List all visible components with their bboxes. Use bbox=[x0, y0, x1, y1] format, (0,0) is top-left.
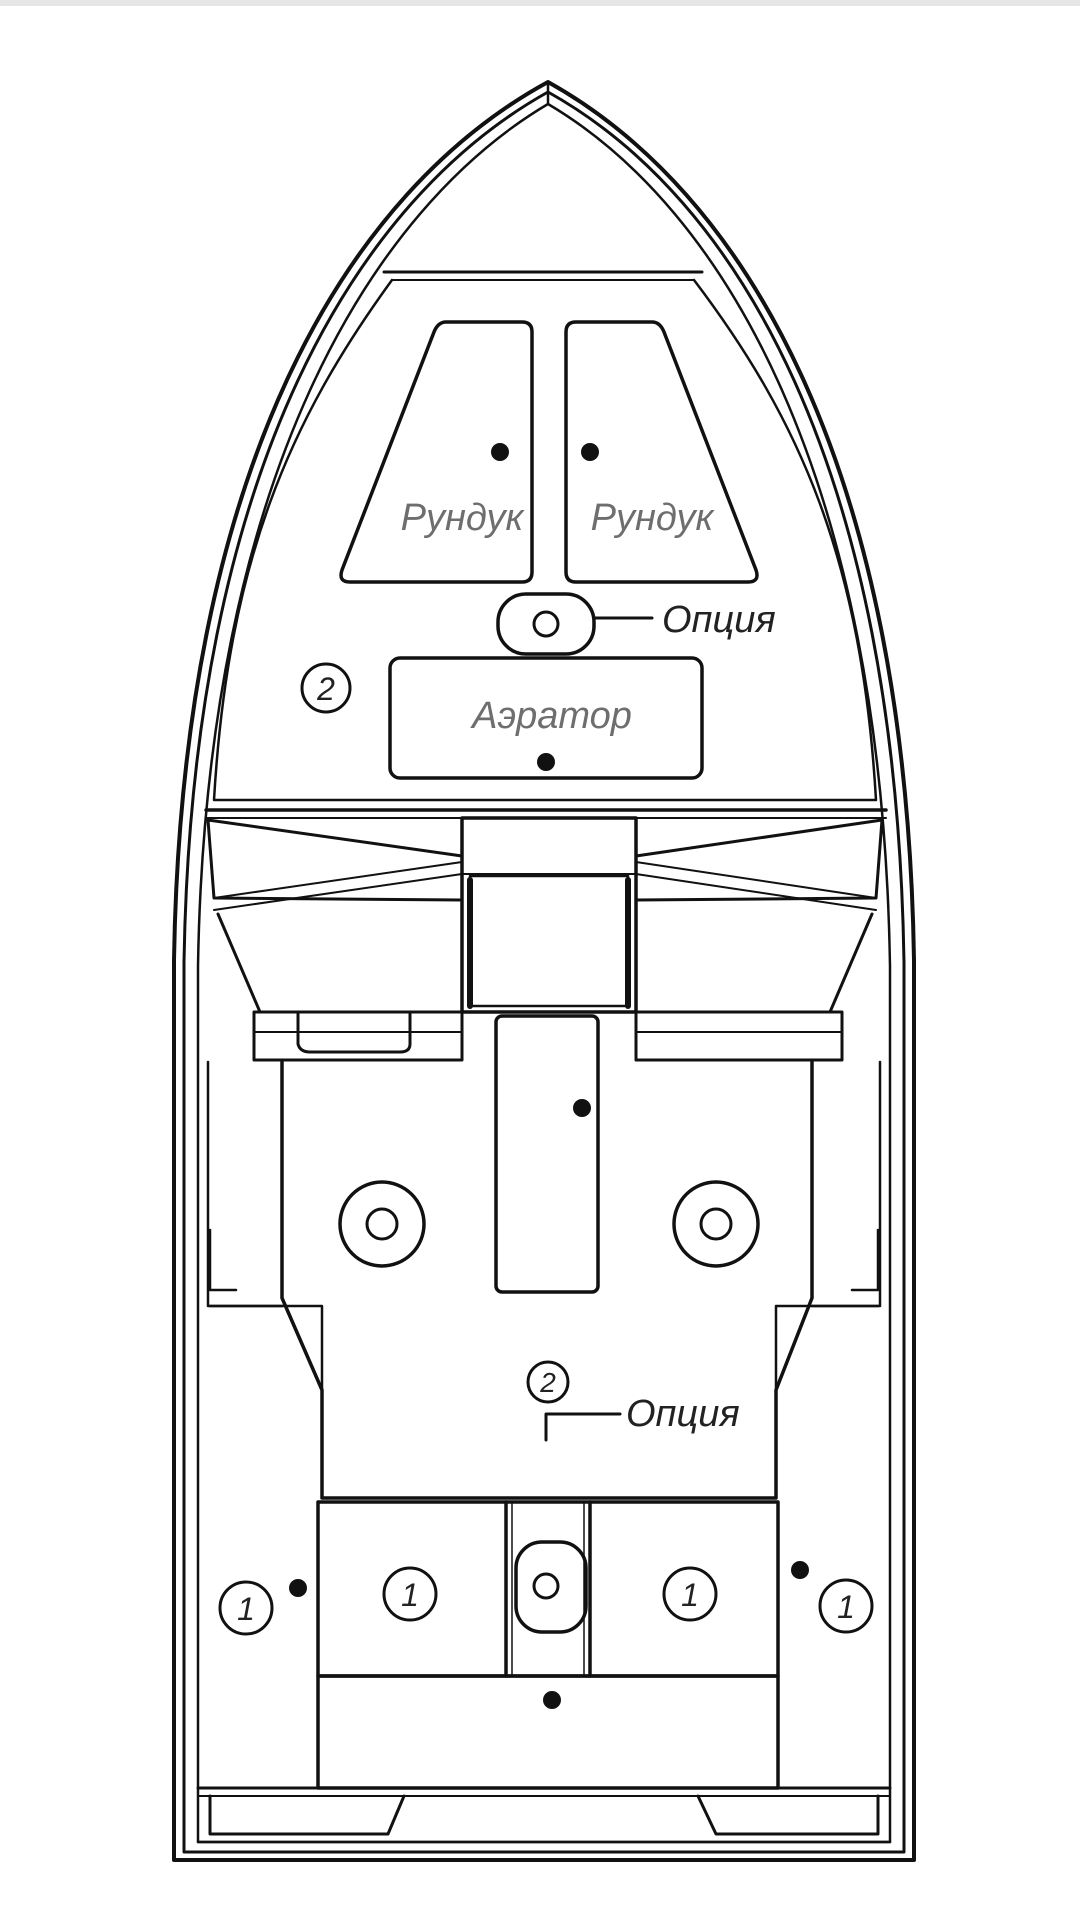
stern-seating bbox=[289, 1500, 809, 1790]
forward-deck bbox=[212, 278, 878, 802]
seat-marker-outer-right-number: 1 bbox=[837, 1589, 855, 1625]
top-divider bbox=[0, 0, 1080, 6]
seat-marker-inner-left: 1 bbox=[382, 1566, 438, 1622]
cockpit-floor bbox=[206, 1060, 882, 1500]
aerator-box bbox=[388, 656, 704, 780]
option-label-top: Опция bbox=[662, 599, 776, 641]
side-panel-right bbox=[774, 1304, 880, 1392]
locker-left-label: Рундук bbox=[401, 497, 526, 539]
drain-marker-mid: 2 bbox=[526, 1360, 570, 1404]
seat-marker-outer-right: 1 bbox=[818, 1578, 874, 1634]
seat-marker-outer-left: 1 bbox=[218, 1580, 274, 1636]
seat-marker-inner-right: 1 bbox=[662, 1566, 718, 1622]
seat-marker-outer-left-number: 1 bbox=[237, 1591, 255, 1627]
drain-marker-forward: 2 bbox=[300, 662, 352, 714]
dashboard-shelf bbox=[252, 1010, 844, 1062]
seat-marker-inner-left-number: 1 bbox=[401, 1577, 419, 1613]
left-side-latch bbox=[289, 1579, 307, 1597]
hull-outline bbox=[172, 80, 916, 1862]
right-side-latch bbox=[791, 1561, 809, 1579]
aerator-label: Аэратор bbox=[470, 695, 632, 737]
transom bbox=[196, 1786, 892, 1844]
drain-marker-mid-number: 2 bbox=[539, 1367, 556, 1398]
locker-right-label: Рундук bbox=[591, 497, 716, 539]
rod-holder-left bbox=[338, 1180, 426, 1268]
floor-hatch-latch bbox=[573, 1099, 591, 1117]
side-panel-left bbox=[208, 1304, 324, 1392]
option-label-bottom: Опция bbox=[626, 1393, 740, 1435]
rod-holder-right bbox=[672, 1180, 760, 1268]
locker-right-latch bbox=[581, 443, 599, 461]
option-fitting-bottom bbox=[514, 1412, 622, 1634]
windshield-console bbox=[204, 808, 888, 1014]
option-fitting-top bbox=[496, 592, 654, 656]
aerator-latch bbox=[537, 753, 555, 771]
stern-hatch-latch bbox=[543, 1691, 561, 1709]
seat-marker-inner-right-number: 1 bbox=[681, 1577, 699, 1613]
locker-left bbox=[339, 320, 534, 584]
floor-hatch bbox=[494, 1014, 600, 1294]
locker-left-latch bbox=[491, 443, 509, 461]
locker-right bbox=[564, 320, 759, 584]
drain-marker-forward-number: 2 bbox=[316, 671, 335, 707]
